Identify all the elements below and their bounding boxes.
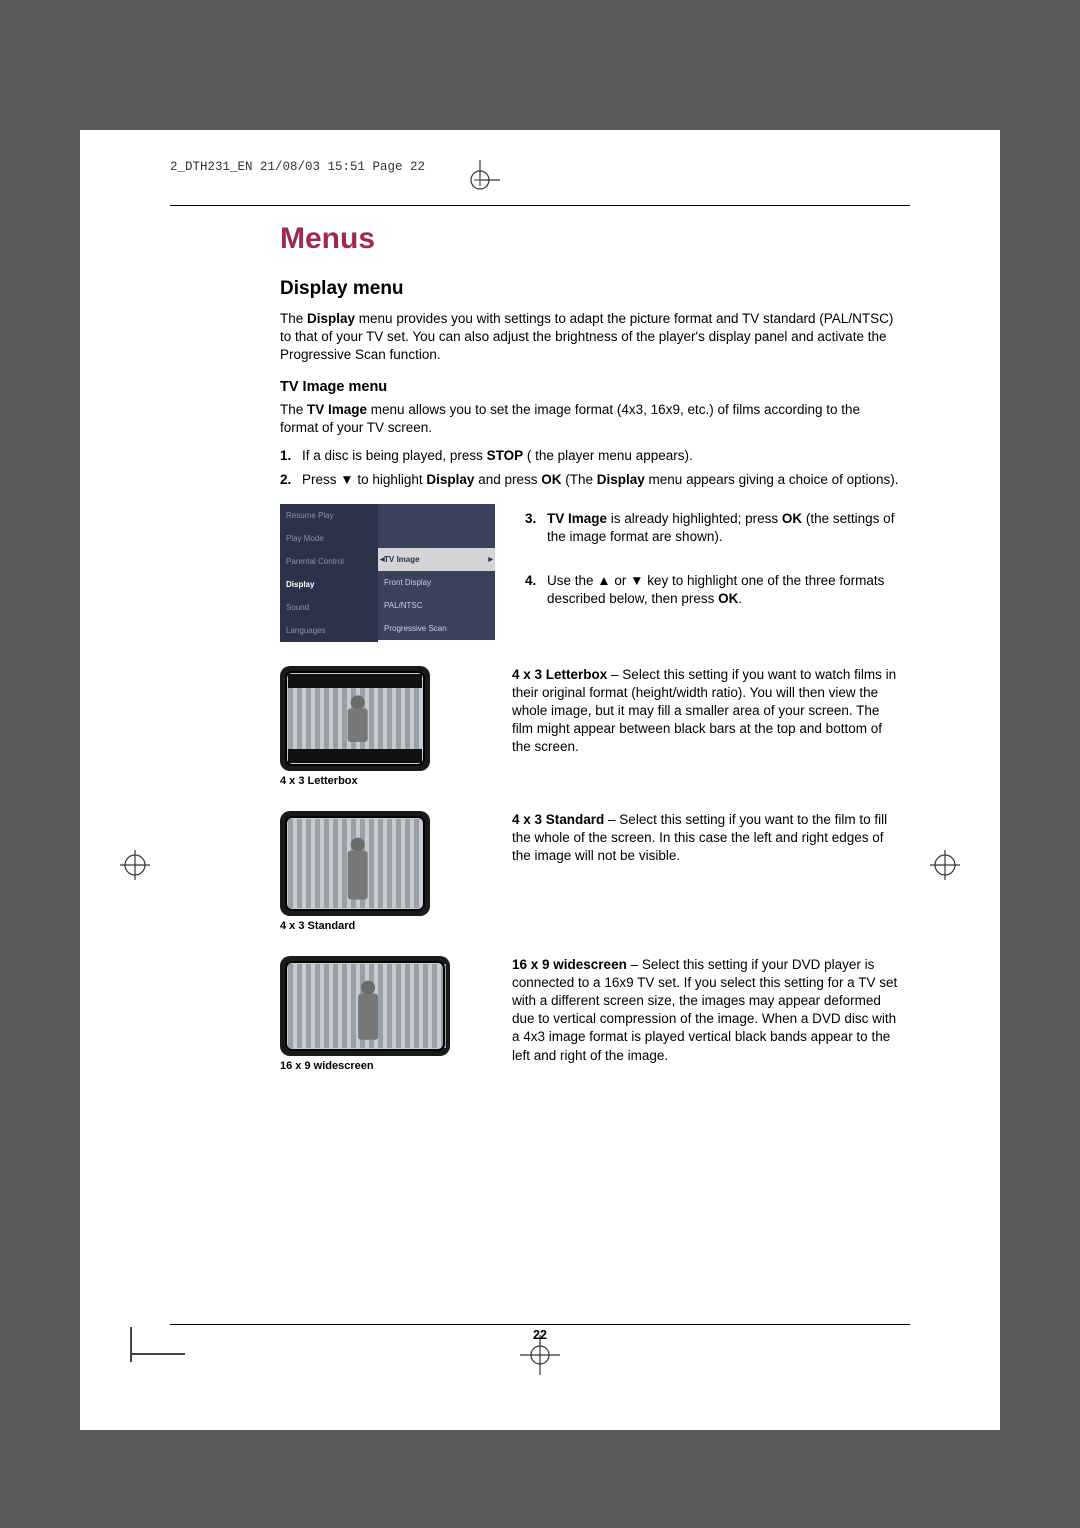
step-4-text: Use the ▲ or ▼ key to highlight one of t…: [547, 573, 884, 606]
steps-list-2: 3.TV Image is already highlighted; press…: [525, 510, 900, 609]
osd-right-item: Progressive Scan: [378, 617, 495, 640]
osd-menu-screenshot: Resume PlayPlay ModeParental ControlDisp…: [280, 504, 495, 642]
osd-right-item: Front Display: [378, 571, 495, 594]
format-standard: 4 x 3 Standard 4 x 3 Standard – Select t…: [280, 811, 900, 932]
osd-right-item: TV Image: [378, 548, 495, 571]
osd-left-item: Languages: [280, 619, 378, 642]
registration-mark-right: [930, 850, 960, 880]
step-3: 3.TV Image is already highlighted; press…: [525, 510, 900, 546]
rule-top: [170, 205, 910, 206]
format-letterbox: 4 x 3 Letterbox 4 x 3 Letterbox – Select…: [280, 666, 900, 787]
section-intro: The Display menu provides you with setti…: [280, 310, 900, 365]
crop-mark-bl: [130, 1353, 185, 1355]
osd-left-item: Sound: [280, 596, 378, 619]
osd-right-item: PAL/NTSC: [378, 594, 495, 617]
tv-illustration-letterbox: [280, 666, 430, 771]
rule-bottom: [170, 1324, 910, 1325]
tvimage-intro: The TV Image menu allows you to set the …: [280, 401, 900, 437]
format-description: 16 x 9 widescreen – Select this setting …: [512, 956, 900, 1065]
steps-list: 1.If a disc is being played, press STOP …: [280, 447, 900, 489]
osd-left-item: Resume Play: [280, 504, 378, 527]
step-1-text: If a disc is being played, press STOP ( …: [302, 448, 693, 463]
step-2: 2.Press ▼ to highlight Display and press…: [280, 471, 900, 489]
crop-mark-top: [460, 160, 500, 200]
section-title: Display menu: [280, 278, 900, 300]
format-caption: 4 x 3 Standard: [280, 920, 900, 932]
chapter-title: Menus: [280, 222, 900, 256]
content-column: Menus Display menu The Display menu prov…: [280, 222, 900, 1076]
page-number: 22: [80, 1328, 1000, 1342]
format-wide: 16 x 9 widescreen 16 x 9 widescreen – Se…: [280, 956, 900, 1076]
menu-screenshot-row: Resume PlayPlay ModeParental ControlDisp…: [280, 504, 900, 642]
osd-left-item: Play Mode: [280, 527, 378, 550]
step-1: 1.If a disc is being played, press STOP …: [280, 447, 900, 465]
registration-mark-left: [120, 850, 150, 880]
tv-illustration-wide: [280, 956, 430, 1056]
format-description: 4 x 3 Letterbox – Select this setting if…: [512, 666, 900, 757]
osd-left-item: Parental Control: [280, 550, 378, 573]
format-description: 4 x 3 Standard – Select this setting if …: [512, 811, 900, 866]
tv-illustration-standard: [280, 811, 430, 916]
step-4: 4.Use the ▲ or ▼ key to highlight one of…: [525, 572, 900, 608]
step-2-text: Press ▼ to highlight Display and press O…: [302, 472, 898, 487]
format-caption: 4 x 3 Letterbox: [280, 775, 900, 787]
manual-page: 2_DTH231_EN 21/08/03 15:51 Page 22 Menus…: [80, 130, 1000, 1430]
step-3-text: TV Image is already highlighted; press O…: [547, 511, 894, 544]
tvimage-heading: TV Image menu: [280, 379, 900, 395]
osd-left-item: Display: [280, 573, 378, 596]
slugline: 2_DTH231_EN 21/08/03 15:51 Page 22: [170, 160, 910, 174]
